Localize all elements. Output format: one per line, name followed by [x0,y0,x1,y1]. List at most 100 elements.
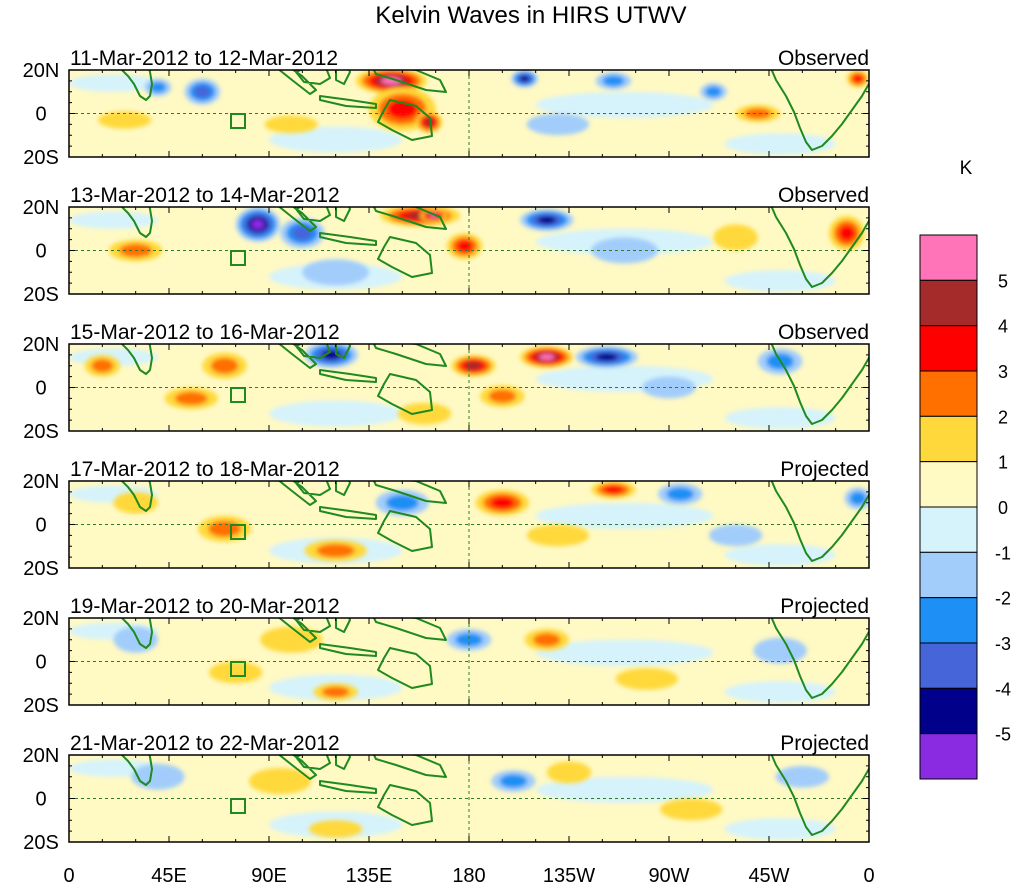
anomaly-field [69,759,836,840]
panel-status: Projected [780,595,869,618]
lat-tick-label: 0 [35,378,46,400]
anomaly-field [69,207,865,292]
background-band [724,270,836,292]
panels-group: 20N 0 20S 11-Mar-2012 to 12-Mar-2012 Observe… [23,47,870,854]
anomaly-contour [91,359,114,373]
anomaly-contour [381,77,402,85]
chart-title: Kelvin Waves in HIRS UTWV [375,2,686,29]
panel-date-range: 19-Mar-2012 to 20-Mar-2012 [70,595,340,618]
lon-tick-label: 45W [748,865,789,887]
lat-tick-label: 20N [23,60,60,82]
anomaly-field [69,622,836,703]
anomaly-blobs [109,207,865,286]
anomaly-contour [838,225,855,241]
panel-status: Observed [778,321,869,344]
lat-tick-label: 20S [23,558,59,580]
panel-status: Projected [780,458,869,481]
lon-tick-label: 0 [863,865,874,887]
colorbar-tick-label: 4 [998,317,1008,337]
panel-status: Observed [778,47,869,70]
colorbar-tick-label: 0 [998,498,1008,518]
anomaly-contour [113,491,158,514]
anomaly-contour [539,353,555,361]
anomaly-contour [260,626,323,653]
anomaly-contour [595,353,618,361]
anomaly-contour [131,763,185,790]
lat-tick-label: 20S [23,421,59,443]
panel-date-range: 21-Mar-2012 to 22-Mar-2012 [70,732,340,755]
anomaly-contour [309,820,363,838]
background-bands [69,759,836,840]
anomaly-contour [385,494,419,511]
anomaly-contour [316,543,355,558]
anomaly-contour [849,491,867,506]
anomaly-contour [591,237,658,264]
colorbar-tick-label: -3 [995,634,1011,654]
anomaly-contour [526,524,590,547]
lon-tick-label: 135E [346,865,393,887]
panel-date-range: 13-Mar-2012 to 14-Mar-2012 [70,184,340,207]
colorbar-swatch [919,733,978,780]
anomaly-field [69,481,869,566]
colorbar-tick-label: 5 [998,271,1008,291]
anomaly-contour [292,226,313,240]
background-bands [69,74,836,155]
background-band [724,133,836,155]
lon-tick-label: 90W [648,865,689,887]
colorbar-tick-label: 1 [998,453,1008,473]
anomaly-contour [209,661,263,684]
colorbar-swatch [919,506,978,553]
panel-date-range: 15-Mar-2012 to 16-Mar-2012 [70,321,340,344]
background-band [724,818,836,840]
anomaly-field [69,70,869,155]
panel-6: 20N 0 20S 21-Mar-2012 to 22-Mar-2012 Project… [23,732,870,854]
panel-status: Projected [780,732,869,755]
lon-tick-label: 0 [63,865,74,887]
lat-tick-label: 20N [23,471,60,493]
lat-tick-label: 0 [35,104,46,126]
colorbar-swatch [919,687,978,735]
lat-tick-label: 20N [23,334,60,356]
colorbar-swatch [919,461,978,508]
background-band [535,91,714,118]
background-band [69,211,158,229]
lon-tick-label: 90E [251,865,287,887]
panel-date-range: 17-Mar-2012 to 18-Mar-2012 [70,458,340,481]
panel-date-range: 11-Mar-2012 to 12-Mar-2012 [70,47,338,70]
colorbar-swatch [919,415,978,463]
anomaly-contour [302,259,369,286]
anomaly-blobs [84,344,803,425]
anomaly-blobs [113,481,869,562]
anomaly-contour [208,520,241,537]
lat-tick-label: 20N [23,197,60,219]
lat-tick-label: 20S [23,147,59,169]
anomaly-contour [526,113,590,136]
anomaly-contour [488,389,517,403]
colorbar-swatch [919,279,978,327]
colorbar-swatch [919,370,978,417]
anomaly-contour [533,633,561,647]
colorbar-tick-label: 2 [998,407,1008,427]
anomaly-contour [537,216,557,224]
anomaly-contour [705,86,722,98]
lon-tick-label: 135W [543,865,595,887]
colorbar-tick-label: 3 [998,362,1008,382]
colorbar-tick-label: -2 [995,589,1011,609]
background-band [69,74,158,92]
background-band [535,502,714,529]
background-band [269,400,403,427]
anomaly-contour [709,524,763,547]
anomaly-contour [490,496,515,509]
background-band [535,639,714,666]
colorbar-tick-label: -5 [995,725,1011,745]
lon-tick-label: 45E [151,865,187,887]
lat-tick-label: 0 [35,515,46,537]
background-band [724,544,836,566]
anomaly-contour [194,85,211,98]
anomaly-field [69,344,836,429]
background-band [535,776,714,803]
lat-tick-label: 0 [35,241,46,263]
panel-2: 20N 0 20S 13-Mar-2012 to 14-Mar-2012 Observe… [23,184,870,306]
